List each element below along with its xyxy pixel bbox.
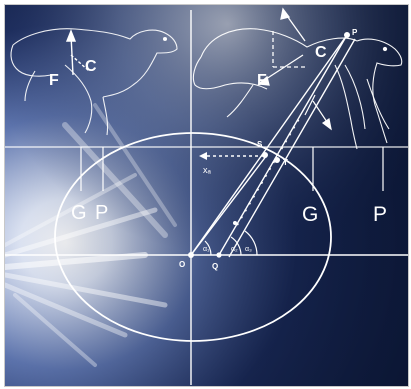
- ellipse-orbit: [54, 132, 332, 342]
- point-Q: [216, 252, 222, 258]
- left-force-arrows: [65, 29, 90, 76]
- right-gp-ticks: [312, 147, 384, 191]
- diagram-canvas: F C F C: [5, 5, 408, 386]
- left-G-label: G: [71, 202, 87, 224]
- point-O-label: O: [179, 260, 185, 269]
- angle-alpha1-label: α₁: [203, 246, 210, 253]
- left-P-label: P: [95, 202, 108, 224]
- angle-alpha3-label: α₃: [245, 246, 252, 253]
- point-T-label: T: [283, 158, 288, 167]
- point-P-top: [344, 32, 350, 38]
- point-T: [274, 157, 280, 163]
- leg-strut: [190, 34, 356, 258]
- light-rays: [5, 103, 177, 367]
- point-mid: [233, 221, 237, 225]
- secondary-arrows: [304, 94, 332, 131]
- point-S-label: S: [257, 140, 263, 149]
- angle-arcs: [204, 230, 258, 256]
- left-F-label: F: [49, 72, 59, 89]
- right-F-label: F: [257, 72, 267, 89]
- mechanics-diagram: F C F C: [4, 4, 409, 387]
- right-force-box: [257, 7, 307, 86]
- right-G-label: G: [302, 203, 318, 226]
- point-Q-label: Q: [212, 262, 218, 271]
- right-dog-outline: [192, 28, 403, 150]
- left-gp-ticks: [80, 147, 104, 191]
- left-dog-outline: [10, 28, 178, 136]
- point-S: [262, 152, 268, 158]
- xa-label: xₐ: [203, 165, 212, 175]
- angle-alpha2-label: α₂: [231, 246, 238, 253]
- point-P-top-label: P: [352, 28, 358, 37]
- point-O: [188, 252, 194, 258]
- left-C-label: C: [85, 58, 97, 75]
- right-C-label: C: [315, 44, 327, 61]
- right-P-label: P: [373, 203, 387, 226]
- xa-arrow-head: [199, 152, 207, 160]
